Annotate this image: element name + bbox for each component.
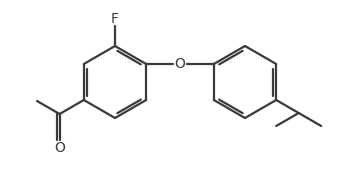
Text: O: O (54, 141, 65, 155)
Text: F: F (111, 12, 119, 26)
Text: O: O (175, 57, 186, 71)
